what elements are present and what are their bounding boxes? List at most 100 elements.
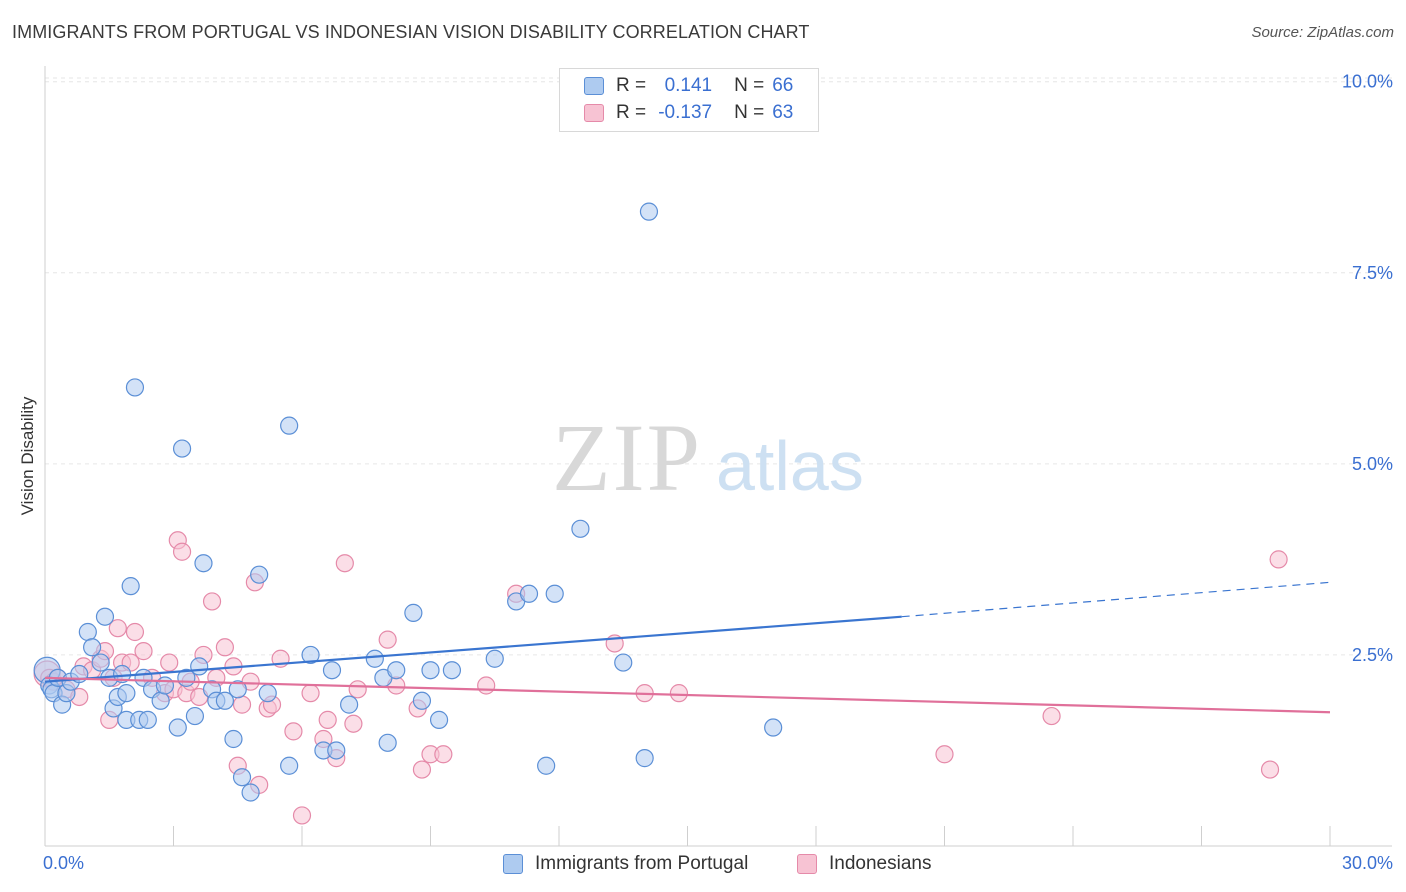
- portugal-point: [232, 768, 252, 787]
- legend-n-label: N =: [734, 102, 765, 123]
- legend-n-label: N =: [734, 75, 765, 96]
- portugal-point: [241, 783, 260, 802]
- x-tick-label: 0.0%: [43, 853, 84, 873]
- y-tick-label: 5.0%: [1352, 454, 1393, 474]
- indonesians-point: [935, 745, 954, 764]
- bottom-legend-label: Indonesians: [829, 853, 932, 874]
- portugal-point: [301, 645, 320, 665]
- indonesians-point: [202, 592, 222, 611]
- series-immigrants-from-portugal: [33, 202, 783, 802]
- portugal-point: [412, 691, 432, 710]
- indonesians-point: [378, 630, 397, 649]
- indonesians-point: [125, 622, 145, 642]
- indonesians-point: [232, 695, 252, 714]
- portugal-point: [185, 706, 205, 726]
- portugal-point: [571, 519, 590, 538]
- indonesians-point: [318, 710, 337, 729]
- indonesians-point: [215, 638, 234, 657]
- portugal-point: [151, 691, 170, 710]
- bottom-legend-swatch-blue: [503, 854, 523, 874]
- portugal-point: [635, 749, 654, 768]
- indonesians-point: [301, 684, 320, 703]
- portugal-point: [194, 554, 213, 573]
- portugal-point: [764, 718, 783, 737]
- watermark-zip: ZIP: [552, 404, 702, 511]
- indonesians-point: [434, 745, 453, 764]
- indonesians-point: [284, 722, 303, 741]
- chart-title: IMMIGRANTS FROM PORTUGAL VS INDONESIAN V…: [12, 22, 810, 42]
- portugal-point: [91, 653, 110, 672]
- portugal-point: [172, 439, 192, 458]
- portugal-point: [485, 649, 504, 668]
- portugal-point: [112, 664, 132, 684]
- indonesians-point: [292, 806, 312, 825]
- indonesians-point: [108, 619, 127, 638]
- indonesians-point: [1260, 760, 1280, 779]
- indonesians-point: [134, 642, 153, 661]
- portugal-point: [121, 577, 140, 596]
- indonesians-point: [1042, 706, 1061, 726]
- legend-r-label: R =: [616, 102, 647, 123]
- y-tick-label: 10.0%: [1342, 72, 1393, 92]
- portugal-point: [404, 603, 423, 622]
- indonesians-point: [335, 554, 354, 573]
- trend-line-portugal: [44, 615, 902, 683]
- source-label: Source: ZipAtlas.com: [1251, 24, 1394, 41]
- portugal-point: [250, 565, 269, 584]
- legend-swatch-pink: [584, 104, 604, 122]
- x-tick-label: 30.0%: [1342, 853, 1393, 873]
- bottom-legend-label: Immigrants from Portugal: [535, 853, 749, 874]
- trend-line-indonesians: [44, 676, 1331, 714]
- portugal-point: [387, 661, 406, 680]
- portugal-point: [190, 657, 209, 676]
- y-axis-label: Vision Disability: [18, 396, 37, 516]
- portugal-point: [215, 691, 234, 710]
- watermark-atlas: atlas: [716, 427, 864, 505]
- portugal-point: [155, 676, 175, 695]
- portugal-point: [83, 638, 102, 657]
- portugal-point: [537, 756, 556, 775]
- portugal-point: [228, 680, 247, 699]
- legend-r-label: R =: [616, 75, 647, 96]
- portugal-point: [614, 653, 633, 672]
- portugal-point: [280, 756, 299, 775]
- indonesians-point: [344, 714, 363, 733]
- portugal-point: [340, 695, 359, 714]
- portugal-point: [322, 661, 342, 680]
- portugal-point: [365, 649, 384, 668]
- portugal-point: [280, 416, 299, 435]
- legend-r-value: -0.137: [658, 102, 713, 123]
- grid-lines: [45, 77, 1392, 656]
- indonesians-point: [477, 676, 496, 695]
- series-indonesians: [33, 531, 1288, 825]
- portugal-point: [421, 661, 440, 680]
- legend-n-value: 63: [772, 102, 794, 123]
- legend-row-indonesians: R = -0.137 N = 63: [584, 101, 793, 125]
- portugal-point: [519, 584, 539, 603]
- legend-swatch-blue: [584, 77, 604, 95]
- y-tick-label: 7.5%: [1352, 263, 1393, 283]
- trend-lines: [44, 581, 1331, 714]
- portugal-point: [327, 741, 346, 760]
- legend-r-value: 0.141: [664, 75, 713, 96]
- indonesians-point: [1269, 550, 1288, 569]
- portugal-point: [78, 622, 97, 642]
- portugal-point: [442, 661, 462, 680]
- portugal-point: [258, 684, 277, 703]
- portugal-point: [138, 710, 157, 729]
- trend-line-portugal-extrapolated: [901, 581, 1331, 618]
- bottom-legend-swatch-pink: [797, 854, 817, 874]
- axes: [44, 66, 1392, 847]
- y-tick-label: 2.5%: [1352, 645, 1393, 665]
- portugal-point: [117, 684, 136, 703]
- legend-n-value: 66: [772, 75, 794, 96]
- indonesians-point: [412, 760, 432, 779]
- legend-row-portugal: R = 0.141 N = 66: [584, 74, 793, 98]
- indonesians-point: [669, 684, 689, 703]
- correlation-legend: R = 0.141 N = 66 R = -0.137 N = 63: [559, 68, 819, 132]
- tick-labels: 2.5% 5.0% 7.5% 10.0% 0.0% 30.0%: [43, 72, 1393, 873]
- portugal-point: [378, 733, 397, 752]
- portugal-point: [95, 607, 115, 626]
- portugal-point: [224, 729, 243, 749]
